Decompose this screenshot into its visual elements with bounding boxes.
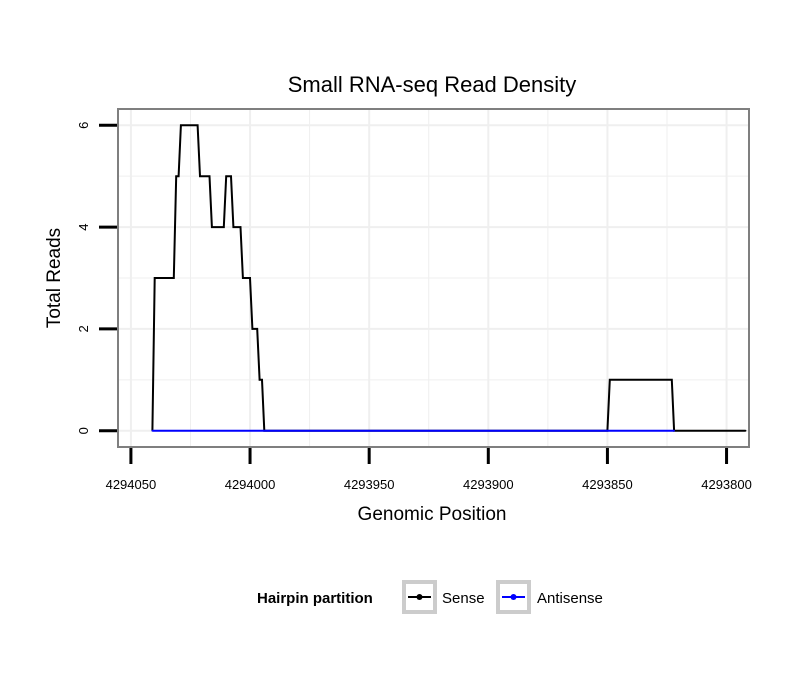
legend-title: Hairpin partition <box>257 590 373 607</box>
data-point-sense <box>242 277 244 279</box>
x-tick-label: 4294000 <box>225 477 276 492</box>
data-point-antisense <box>151 429 154 432</box>
x-tick-label: 4293900 <box>463 477 514 492</box>
grid <box>119 110 748 446</box>
data-point-sense <box>211 226 213 228</box>
data-point-sense <box>175 175 177 177</box>
x-tick-label: 4293850 <box>582 477 633 492</box>
axes: 4294050 4294000 4293950 4293900 4293850 42938… <box>76 122 752 492</box>
data-point-sense <box>232 226 235 228</box>
legend-key-antisense-point <box>510 594 517 600</box>
data-point-sense <box>249 277 251 279</box>
data-point-antisense <box>673 429 675 432</box>
data-point-sense <box>230 175 232 177</box>
y-axis-title: Total Reads <box>44 228 65 328</box>
legend-key-sense-point <box>416 594 423 600</box>
data-point-sense <box>744 429 747 432</box>
data-point-sense <box>670 379 673 381</box>
y-tick-label: 4 <box>76 223 91 230</box>
data-point-sense <box>251 328 254 330</box>
legend-label-sense: Sense <box>442 590 485 607</box>
data-point-sense <box>180 124 182 127</box>
data-point-sense <box>239 226 242 228</box>
data-point-sense <box>258 379 261 381</box>
plot-panel <box>117 108 750 448</box>
data-point-sense <box>256 328 258 330</box>
legend-label-antisense: Antisense <box>537 590 603 607</box>
x-tick-label: 4294050 <box>106 477 157 492</box>
data-point-sense <box>199 175 201 177</box>
x-axis-title: Genomic Position <box>358 504 507 525</box>
x-tick-label: 4293800 <box>701 477 752 492</box>
y-tick-label: 0 <box>76 427 91 434</box>
data-point-sense <box>225 175 228 177</box>
x-tick-label: 4293950 <box>344 477 395 492</box>
legend: Hairpin partition Sense Antisense <box>257 580 603 614</box>
chart-title: Small RNA-seq Read Density <box>288 72 577 97</box>
data-point-sense <box>609 379 611 381</box>
data-point-sense <box>172 277 175 279</box>
data-point-sense <box>177 175 180 177</box>
data-point-sense <box>208 175 211 177</box>
series-group <box>151 124 747 432</box>
data-point-sense <box>261 379 263 381</box>
y-tick-label: 2 <box>76 325 91 332</box>
data-point-sense <box>223 226 225 228</box>
data-point-sense <box>196 124 199 127</box>
data-point-antisense <box>606 429 609 432</box>
y-tick-label: 6 <box>76 122 91 129</box>
data-point-antisense <box>268 429 270 432</box>
data-point-sense <box>153 277 156 279</box>
